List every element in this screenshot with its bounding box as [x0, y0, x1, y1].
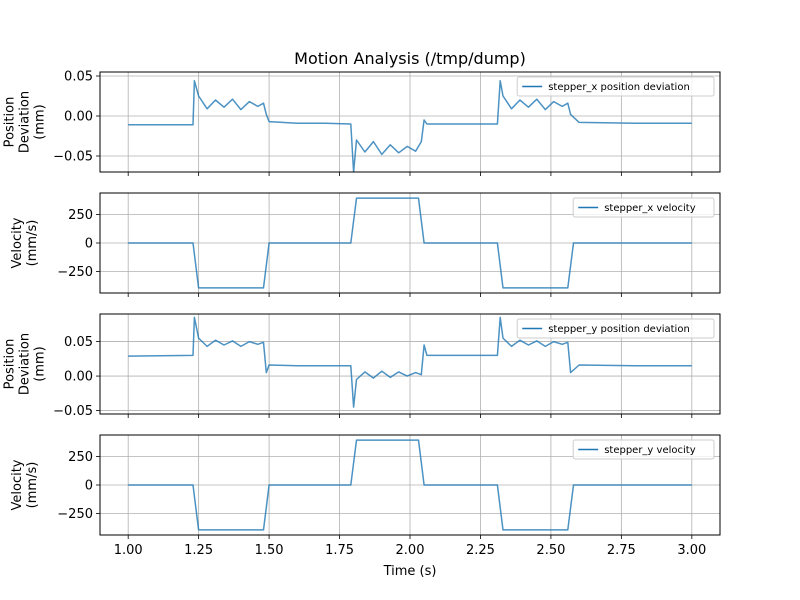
legend-entry: stepper_x velocity: [604, 203, 696, 214]
series-line-4: [128, 439, 692, 531]
legend: stepper_y position deviation: [516, 318, 715, 339]
legend-box: [516, 76, 715, 97]
y-tick-label: −250: [57, 265, 93, 280]
y-tick-label: 0.00: [64, 110, 93, 125]
y-axis-label: Deviation: [18, 333, 33, 395]
legend: stepper_y velocity: [572, 439, 715, 460]
y-axis-label: Velocity: [10, 459, 25, 510]
subplot-3: 0.05 0.00 −0.05 Position Deviation (mm) steppe…: [3, 313, 721, 419]
x-tick-label: 1.50: [255, 543, 284, 558]
legend: stepper_x position deviation: [516, 76, 715, 97]
y-axis-label: (mm): [33, 104, 48, 139]
legend-entry: stepper_x position deviation: [548, 82, 690, 93]
y-tick-label: 250: [68, 208, 93, 223]
chart-title: Motion Analysis (/tmp/dump): [294, 49, 526, 68]
legend-entry: stepper_y velocity: [604, 445, 696, 456]
y-tick-label: 0: [85, 237, 93, 252]
x-tick-label: 2.75: [607, 543, 636, 558]
y-tick-label: 0.05: [64, 335, 93, 350]
y-axis-label: Velocity: [10, 217, 25, 268]
y-tick-label: 0.05: [64, 70, 93, 85]
y-tick-label: 0.00: [64, 370, 93, 385]
y-tick-label: −0.05: [53, 404, 93, 419]
y-axis-label: (mm/s): [25, 220, 40, 267]
x-tick-label: 1.75: [325, 543, 354, 558]
legend-box: [516, 318, 715, 339]
subplot-2: 250 0 −250 Velocity (mm/s) stepper_x velocity: [10, 192, 721, 297]
x-tick-label: 2.25: [466, 543, 495, 558]
legend-box: [572, 197, 715, 218]
y-tick-label: 0: [85, 479, 93, 494]
y-axis-label: (mm/s): [25, 462, 40, 509]
legend: stepper_x velocity: [572, 197, 715, 218]
x-tick-label: 1.00: [114, 543, 143, 558]
y-tick-label: −0.05: [53, 150, 93, 165]
y-axis-label: (mm): [33, 346, 48, 381]
series-line-1: [128, 80, 692, 172]
series-line-3: [128, 316, 692, 408]
x-tick-label: 2.50: [536, 543, 565, 558]
legend-entry: stepper_y position deviation: [548, 324, 690, 335]
y-tick-label: −250: [57, 507, 93, 522]
y-tick-label: 250: [68, 450, 93, 465]
subplot-4: 1.00 1.25 1.50 1.75 2.00 2.25 2.50 2.75 3.00 250 0…: [10, 434, 721, 558]
x-tick-label: 3.00: [677, 543, 706, 558]
x-tick-label: 2.00: [396, 543, 425, 558]
x-tick-label: 1.25: [184, 543, 213, 558]
x-axis-label: Time (s): [383, 564, 437, 579]
series-line-2: [128, 197, 692, 289]
subplot-1: 0.05 0.00 −0.05 Position Deviation (mm) steppe…: [3, 70, 721, 176]
y-axis-label: Position: [3, 97, 18, 148]
y-axis-label: Position: [3, 339, 18, 390]
legend-box: [572, 439, 715, 460]
y-axis-label: Deviation: [18, 91, 33, 153]
